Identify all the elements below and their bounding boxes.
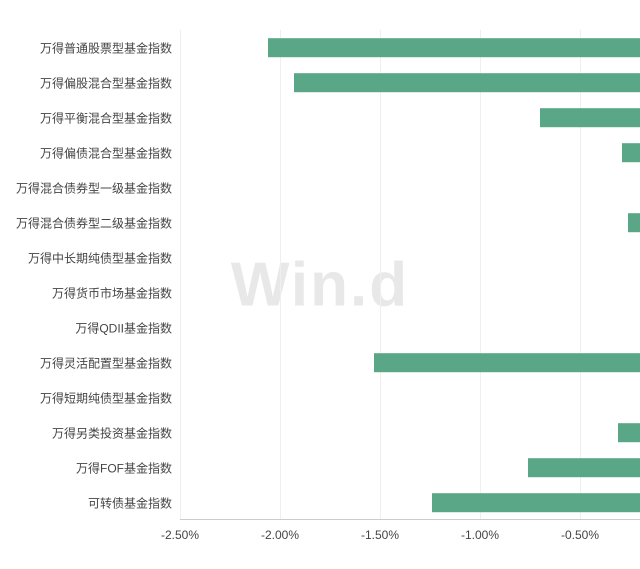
y-axis-label: 万得混合债券型二级基金指数 — [16, 214, 180, 231]
y-axis-label: 万得QDII基金指数 — [75, 319, 180, 336]
x-tick-label: -0.50% — [561, 528, 599, 542]
x-tick-label: -1.50% — [361, 528, 399, 542]
chart-container: Win.d 万得普通股票型基金指数-2.06%万得偏股混合型基金指数-1.93%… — [0, 0, 640, 569]
bar-row: 万得灵活配置型基金指数-1.53% — [180, 345, 640, 380]
bars-layer: 万得普通股票型基金指数-2.06%万得偏股混合型基金指数-1.93%万得平衡混合… — [180, 30, 640, 520]
bar — [540, 108, 640, 128]
bar-row: 万得平衡混合型基金指数-0.7% — [180, 100, 640, 135]
bar-row: 万得货币市场基金指数0.03% — [180, 275, 640, 310]
y-axis-label: 万得另类投资基金指数 — [52, 424, 180, 441]
bar — [528, 458, 640, 478]
y-axis-label: 万得平衡混合型基金指数 — [40, 109, 180, 126]
x-tick-label: -1.00% — [461, 528, 499, 542]
bar-row: 万得偏股混合型基金指数-1.93% — [180, 65, 640, 100]
y-axis-label: 万得中长期纯债型基金指数 — [28, 249, 180, 266]
bar-row: 可转债基金指数-1.24% — [180, 485, 640, 520]
y-axis-label: 万得FOF基金指数 — [76, 459, 180, 476]
bar-row: 万得另类投资基金指数-0.31% — [180, 415, 640, 450]
bar — [622, 143, 640, 163]
y-axis-label: 万得偏股混合型基金指数 — [40, 74, 180, 91]
x-tick-label: -2.50% — [161, 528, 199, 542]
y-axis-label: 万得灵活配置型基金指数 — [40, 354, 180, 371]
bar-row: 万得短期纯债型基金指数0.06% — [180, 380, 640, 415]
y-axis-label: 万得短期纯债型基金指数 — [40, 389, 180, 406]
y-axis-label: 万得混合债券型一级基金指数 — [16, 179, 180, 196]
bar-row: 万得中长期纯债型基金指数0.08% — [180, 240, 640, 275]
bar-row: 万得偏债混合型基金指数-0.29% — [180, 135, 640, 170]
bar-row: 万得混合债券型二级基金指数-0.26% — [180, 205, 640, 240]
bar — [432, 493, 640, 513]
x-axis-line — [180, 519, 640, 520]
plot-area: 万得普通股票型基金指数-2.06%万得偏股混合型基金指数-1.93%万得平衡混合… — [180, 30, 640, 520]
y-axis-label: 万得货币市场基金指数 — [52, 284, 180, 301]
y-axis-label: 万得偏债混合型基金指数 — [40, 144, 180, 161]
bar — [628, 213, 640, 233]
bar — [294, 73, 640, 93]
bar-row: 万得FOF基金指数-0.76% — [180, 450, 640, 485]
x-axis: -2.50%-2.00%-1.50%-1.00%-0.50%0.00%0.50% — [180, 524, 640, 554]
bar-row: 万得普通股票型基金指数-2.06% — [180, 30, 640, 65]
bar — [618, 423, 640, 443]
bar — [374, 353, 640, 373]
x-tick-label: -2.00% — [261, 528, 299, 542]
bar-row: 万得QDII基金指数0.33% — [180, 310, 640, 345]
bar — [268, 38, 640, 58]
y-axis-label: 万得普通股票型基金指数 — [40, 39, 180, 56]
bar-row: 万得混合债券型一级基金指数0.01% — [180, 170, 640, 205]
y-axis-label: 可转债基金指数 — [88, 494, 180, 511]
